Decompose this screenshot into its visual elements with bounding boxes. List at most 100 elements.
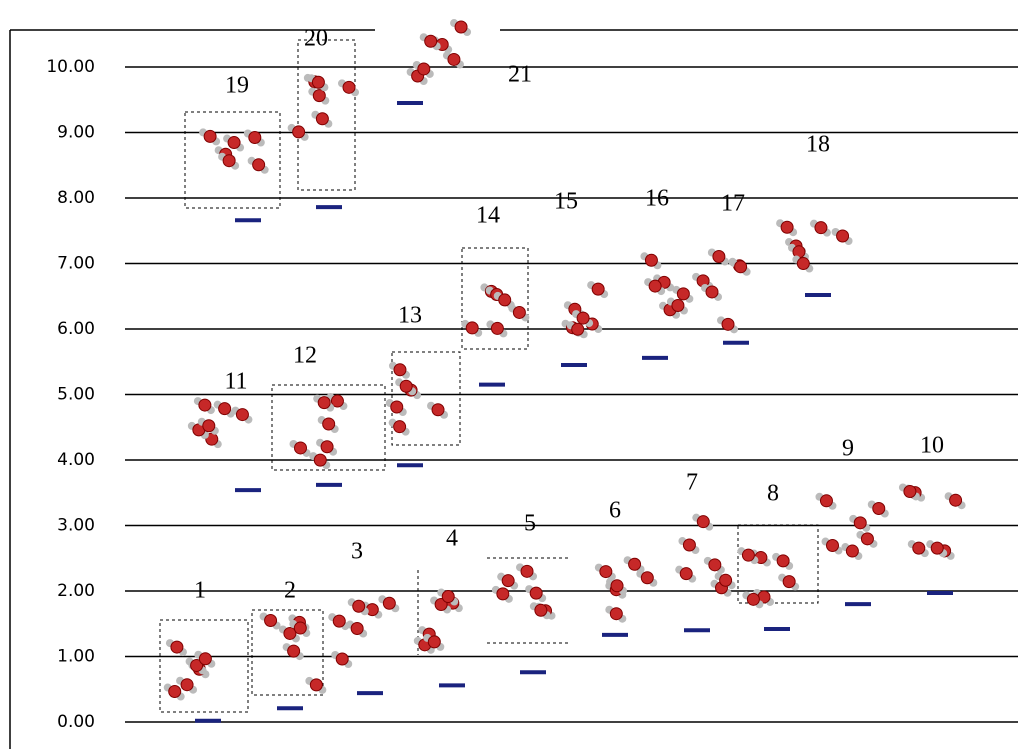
oxygen	[400, 380, 412, 392]
molecule-cluster	[386, 362, 448, 436]
oxygen	[610, 608, 622, 620]
structure-label: 5	[524, 511, 536, 537]
structure-label: 13	[398, 303, 422, 329]
structure-label: 4	[446, 526, 458, 552]
structure-label: 21	[508, 62, 532, 88]
oxygen	[611, 580, 623, 592]
oxygen	[697, 516, 709, 528]
oxygen	[904, 485, 916, 497]
y-tick-label: 6.00	[57, 319, 95, 339]
structure-label: 6	[609, 498, 621, 524]
oxygen	[931, 542, 943, 554]
y-tick-label: 4.00	[57, 450, 95, 470]
structure-label: 8	[767, 481, 779, 507]
oxygen	[333, 615, 345, 627]
structure-label: 20	[304, 26, 328, 52]
oxygen	[722, 318, 734, 330]
y-tick-label: 1.00	[57, 647, 95, 667]
oxygen	[572, 323, 584, 335]
oxygen	[680, 568, 692, 580]
molecule-cluster	[164, 639, 216, 700]
oxygen	[873, 503, 885, 515]
oxygen	[521, 565, 533, 577]
oxygen	[323, 418, 335, 430]
oxygen	[649, 280, 661, 292]
oxygen	[336, 653, 348, 665]
molecule-cluster	[288, 74, 359, 141]
oxygen	[353, 600, 365, 612]
oxygen	[820, 495, 832, 507]
oxygen	[442, 591, 454, 603]
oxygen	[466, 322, 478, 334]
structure-label: 1	[194, 578, 206, 604]
molecule-cluster	[595, 556, 657, 622]
y-tick-label: 8.00	[57, 188, 95, 208]
structure-label: 15	[554, 189, 578, 215]
molecule-cluster	[776, 219, 852, 272]
molecule-cluster	[815, 493, 888, 560]
structure-label: 11	[224, 369, 247, 395]
oxygen	[428, 636, 440, 648]
oxygen	[265, 615, 277, 627]
molecule-cluster	[199, 128, 269, 173]
oxygen	[310, 679, 322, 691]
oxygen	[383, 597, 395, 609]
oxygen	[203, 420, 215, 432]
oxygen	[321, 441, 333, 453]
y-tick-label: 10.00	[46, 57, 95, 77]
oxygen	[530, 587, 542, 599]
oxygen	[288, 645, 300, 657]
oxygen	[295, 442, 307, 454]
oxygen	[236, 409, 248, 421]
oxygen	[491, 322, 503, 334]
molecule-cluster	[290, 393, 348, 469]
oxygen	[228, 137, 240, 149]
oxygen	[199, 653, 211, 665]
oxygen	[600, 566, 612, 578]
structure-label: 16	[645, 186, 669, 212]
oxygen	[706, 286, 718, 298]
oxygen	[783, 576, 795, 588]
oxygen	[314, 454, 326, 466]
oxygen	[316, 113, 328, 125]
structure-label: 12	[293, 343, 317, 369]
molecule-cluster	[737, 547, 799, 608]
structure-label: 14	[476, 203, 500, 229]
oxygen	[448, 53, 460, 65]
oxygen	[720, 574, 732, 586]
structure-label: 18	[806, 132, 830, 158]
oxygen	[223, 155, 235, 167]
oxygen	[815, 222, 827, 234]
oxygen	[683, 539, 695, 551]
oxygen	[735, 261, 747, 273]
oxygen	[781, 221, 793, 233]
oxygen	[219, 403, 231, 415]
oxygen	[913, 542, 925, 554]
oxygen	[497, 588, 509, 600]
oxygen	[846, 545, 858, 557]
oxygen	[677, 288, 689, 300]
frame	[10, 30, 1018, 749]
structure-label: 10	[920, 433, 944, 459]
oxygen	[343, 81, 355, 93]
oxygen	[318, 397, 330, 409]
y-tick-label: 3.00	[57, 516, 95, 536]
oxygen	[499, 294, 511, 306]
oxygen	[293, 126, 305, 138]
oxygen	[253, 159, 265, 171]
oxygen	[797, 258, 809, 270]
structure-label: 17	[721, 191, 745, 217]
molecule-cluster	[899, 483, 966, 559]
y-tick-label: 7.00	[57, 254, 95, 274]
oxygen	[425, 35, 437, 47]
oxygen	[577, 312, 589, 324]
molecule-cluster	[692, 249, 751, 334]
oxygen	[645, 254, 657, 266]
oxygen	[747, 593, 759, 605]
molecule-cluster	[640, 252, 693, 318]
oxygen	[592, 283, 604, 295]
structure-label: 9	[842, 436, 854, 462]
oxygen	[294, 622, 306, 634]
oxygen	[204, 130, 216, 142]
oxygen	[777, 555, 789, 567]
